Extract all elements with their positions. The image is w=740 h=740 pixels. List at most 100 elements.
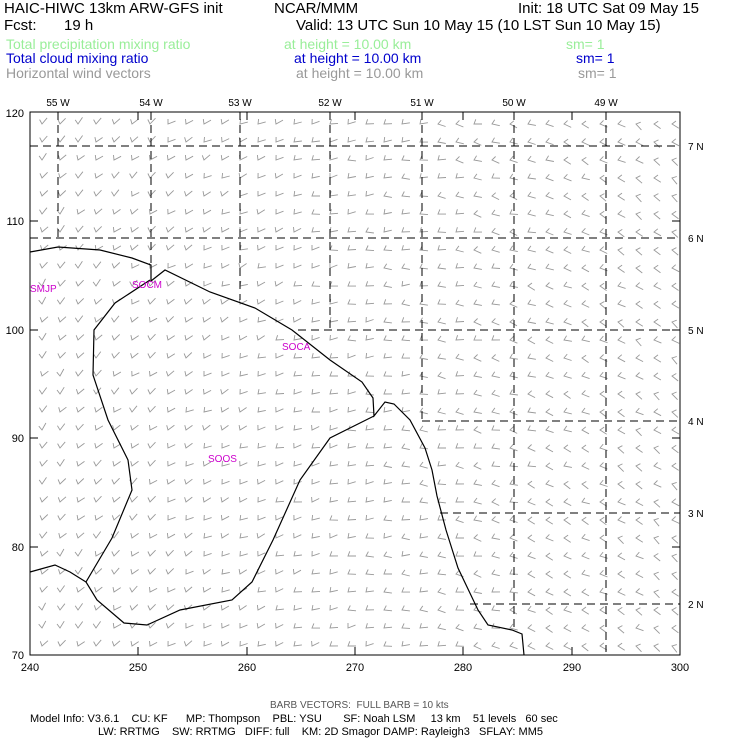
wind-barb [401,263,410,270]
wind-barb [311,227,321,233]
wind-barb [39,459,48,467]
wind-barb [437,460,446,467]
wind-barb [275,352,284,359]
wind-barb [599,479,608,487]
wind-barb [599,318,607,327]
wind-barb [671,300,680,309]
wind-barb [617,625,625,634]
y-tick-label: 90 [12,433,24,445]
lat-label: 6 N [688,234,704,245]
x-tick-label: 280 [454,662,472,674]
wind-barb [581,569,590,577]
wind-barb [329,568,338,575]
wind-barb [166,406,176,413]
wind-barb [365,154,374,161]
wind-barb [599,227,608,236]
wind-barb [671,571,678,581]
wind-barb [293,407,302,413]
wind-barb [347,641,356,647]
wind-barb [599,264,608,272]
wind-barb [599,462,608,470]
wind-barb [419,335,429,341]
wind-barb [203,371,212,377]
wind-barb [129,585,138,593]
wind-barb [437,155,447,161]
wind-barb [149,208,158,215]
wind-barb [527,155,536,163]
wind-barb [455,389,465,395]
wind-barb [275,443,285,449]
wind-barb [527,336,536,345]
wind-barb [311,623,321,629]
wind-barb [509,281,518,288]
wind-barb [293,172,302,179]
wind-barb [653,157,661,166]
wind-barb [149,586,158,593]
wind-barb [419,371,428,379]
wind-barb [653,571,660,581]
wind-barb [39,190,49,197]
wind-barb [419,641,429,647]
wind-barb [329,515,339,521]
wind-barb [599,156,608,164]
wind-barb [221,226,230,233]
wind-barb [365,316,374,323]
wind-barb [437,407,446,415]
wind-barb [653,247,661,256]
wind-barb [437,227,447,233]
wind-barb [256,209,266,215]
wind-barb [671,176,678,185]
wind-barb [329,353,339,359]
wind-barb [617,138,626,146]
wind-barb [111,334,121,341]
wind-barb [365,281,375,287]
wind-barb [75,334,85,341]
wind-barb [329,334,338,341]
lon-label: 50 W [502,98,526,109]
wind-barb [221,622,230,629]
wind-barb [329,281,339,287]
wind-barb [581,390,590,398]
wind-barb [491,281,500,288]
wind-barb [563,173,572,182]
wind-barb [455,443,465,449]
wind-barb [129,495,138,503]
wind-barb [527,245,536,253]
wind-barb [599,551,608,559]
wind-barb [76,586,85,593]
barb-vectors-note: BARB VECTORS: FULL BARB = 10 kts [270,700,449,711]
wind-barb [563,299,572,308]
wind-barb [221,370,230,377]
wind-barb [635,427,642,437]
wind-barb [383,515,393,522]
wind-barb [455,245,464,253]
wind-barb [110,531,120,539]
wind-barb [167,514,176,521]
wind-barb [509,497,519,504]
wind-barb [220,155,230,161]
wind-barb [419,587,428,593]
wind-barb [329,389,339,395]
wind-barb [74,548,83,557]
wind-barb [203,514,212,521]
wind-barb [545,570,553,579]
wind-barb [545,516,554,525]
wind-barb [383,136,392,143]
wind-barb [563,281,572,289]
wind-barb [347,118,356,125]
wind-barb [401,173,410,180]
field-height-precip: at height = 10.00 km [284,36,412,52]
wind-barb [147,189,156,197]
wind-barb [527,534,536,543]
wind-barb [149,478,158,485]
wind-barb [256,533,266,539]
wind-barb [509,245,518,253]
wind-barb [635,372,644,380]
wind-barb [93,351,102,359]
wind-barb [455,641,465,647]
wind-barb [473,642,482,650]
wind-barb [671,373,679,382]
wind-barb [94,173,103,179]
wind-barb [581,335,590,343]
wind-barb [239,154,248,161]
